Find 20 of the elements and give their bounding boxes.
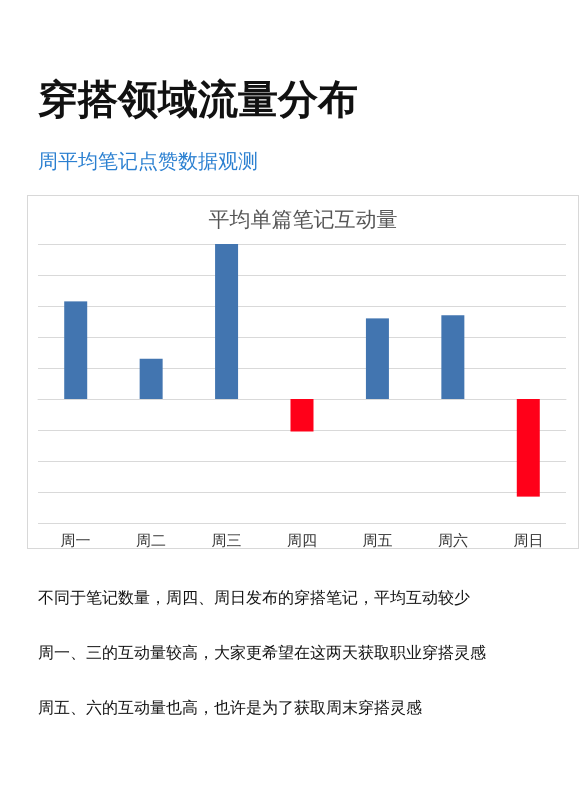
x-tick-label: 周四 [287, 532, 317, 550]
x-tick-label: 周二 [136, 532, 166, 550]
text: 周五、六的互动量也高，也许是为了获取周末穿搭灵感 [38, 698, 422, 719]
bar [215, 244, 238, 399]
bar [366, 318, 389, 399]
bar [516, 399, 540, 497]
bar [441, 315, 464, 399]
bar [64, 301, 88, 399]
x-tick-label: 周日 [513, 532, 544, 550]
x-tick-label: 周五 [362, 532, 392, 550]
x-tick-label: 周六 [438, 532, 468, 550]
text: 不同于笔记数量，周四、周日发布的穿搭笔记，平均互动较少 [38, 588, 470, 609]
x-tick-label: 周三 [212, 532, 242, 550]
chart-title: 平均单篇笔记互动量 [208, 208, 398, 232]
x-tick-label: 周一 [60, 532, 91, 550]
text: 周平均笔记点赞数据观测 [38, 148, 258, 175]
text: 周一、三的互动量较高，大家更希望在这两天获取职业穿搭灵感 [38, 643, 486, 664]
bar [290, 399, 314, 432]
text: 穿搭领域流量分布 [38, 76, 358, 125]
bar [140, 358, 163, 399]
